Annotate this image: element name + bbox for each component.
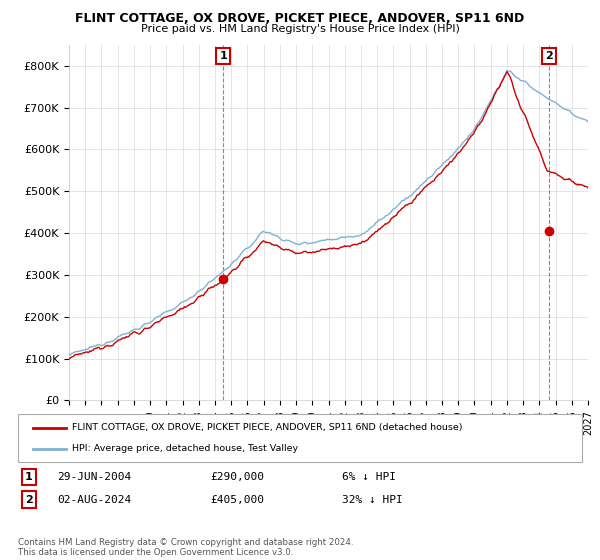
Text: Contains HM Land Registry data © Crown copyright and database right 2024.
This d: Contains HM Land Registry data © Crown c… xyxy=(18,538,353,557)
Text: HPI: Average price, detached house, Test Valley: HPI: Average price, detached house, Test… xyxy=(72,444,298,453)
Text: FLINT COTTAGE, OX DROVE, PICKET PIECE, ANDOVER, SP11 6ND (detached house): FLINT COTTAGE, OX DROVE, PICKET PIECE, A… xyxy=(72,423,463,432)
Text: 02-AUG-2024: 02-AUG-2024 xyxy=(57,494,131,505)
Text: Price paid vs. HM Land Registry's House Price Index (HPI): Price paid vs. HM Land Registry's House … xyxy=(140,24,460,34)
Text: 32% ↓ HPI: 32% ↓ HPI xyxy=(342,494,403,505)
Text: 1: 1 xyxy=(219,51,227,61)
Text: 2: 2 xyxy=(545,51,553,61)
Text: 1: 1 xyxy=(25,472,32,482)
Text: £405,000: £405,000 xyxy=(210,494,264,505)
Text: FLINT COTTAGE, OX DROVE, PICKET PIECE, ANDOVER, SP11 6ND: FLINT COTTAGE, OX DROVE, PICKET PIECE, A… xyxy=(76,12,524,25)
Text: 29-JUN-2004: 29-JUN-2004 xyxy=(57,472,131,482)
Text: 2: 2 xyxy=(25,494,32,505)
Text: 6% ↓ HPI: 6% ↓ HPI xyxy=(342,472,396,482)
Text: £290,000: £290,000 xyxy=(210,472,264,482)
